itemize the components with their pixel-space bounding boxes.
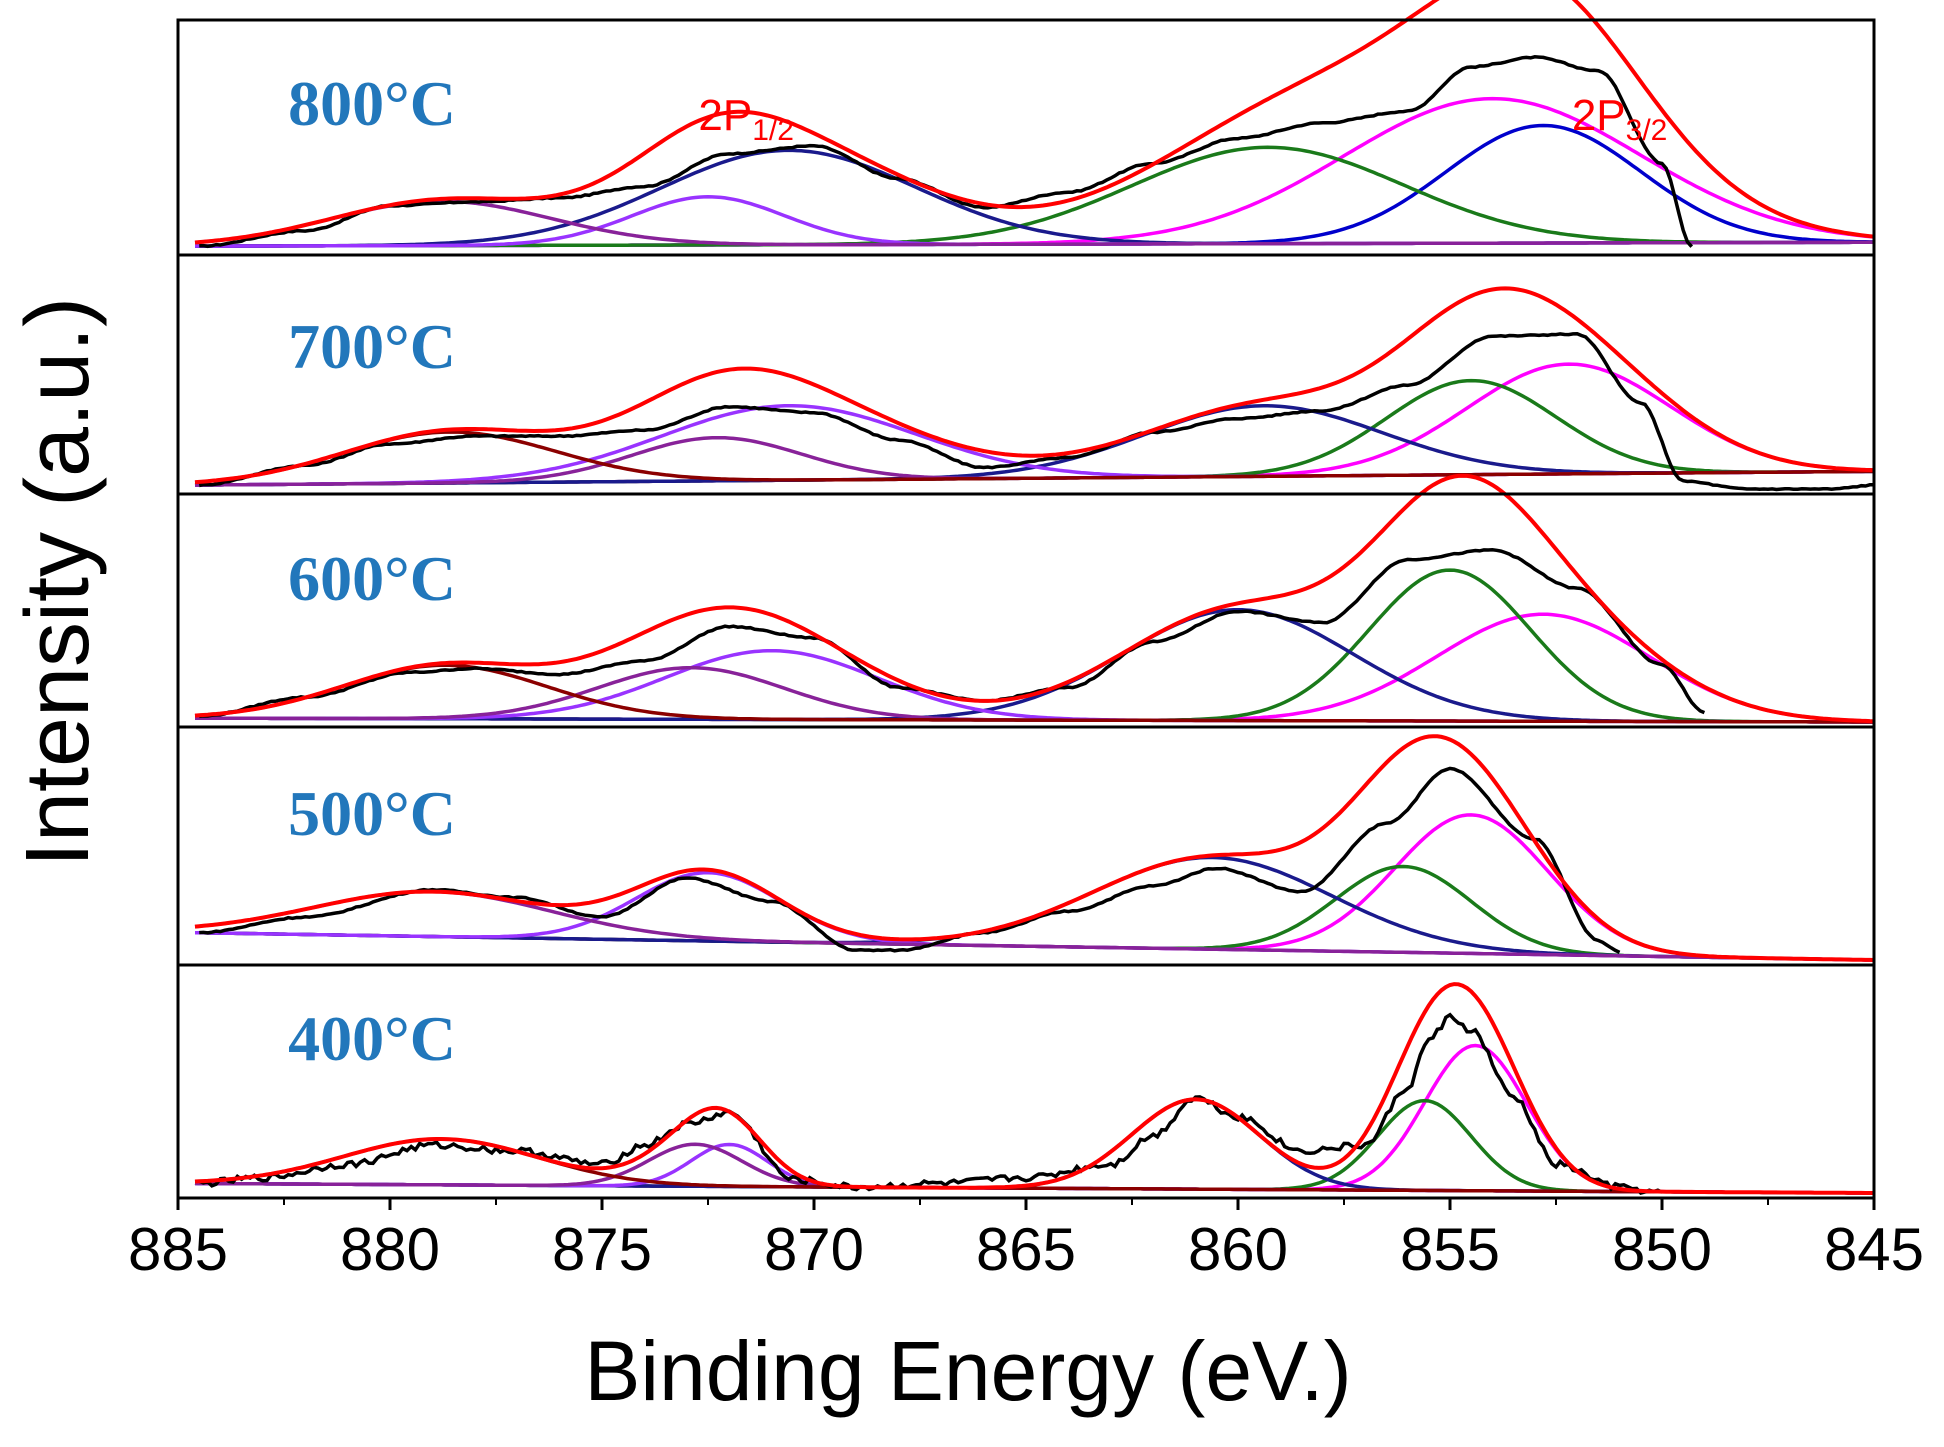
panel-4 bbox=[194, 982, 1874, 1195]
fit-envelope-2 bbox=[194, 473, 1875, 724]
temperature-label-3: 500°C bbox=[288, 778, 456, 849]
panel-3 bbox=[194, 734, 1875, 962]
x-tick-label-1: 880 bbox=[340, 1216, 440, 1283]
x-axis-title: Binding Energy (eV.) bbox=[584, 1324, 1351, 1418]
raw-spectrum-1 bbox=[198, 332, 1874, 492]
peak-annotation-0: 2P1/2 bbox=[698, 91, 794, 147]
panels-layer bbox=[194, 0, 1875, 1195]
component-3-4 bbox=[194, 889, 1875, 962]
fit-envelope-4 bbox=[194, 982, 1874, 1195]
temperature-label-0: 800°C bbox=[288, 68, 456, 139]
x-tick-label-8: 845 bbox=[1824, 1216, 1924, 1283]
panel-2 bbox=[194, 473, 1875, 724]
x-tick-label-3: 870 bbox=[764, 1216, 864, 1283]
x-tick-label-6: 855 bbox=[1400, 1216, 1500, 1283]
temperature-label-4: 400°C bbox=[288, 1003, 456, 1074]
axes-layer: 885 880 875 870 865 860 855 850 845 bbox=[128, 18, 1924, 1283]
fit-envelope-3 bbox=[194, 734, 1875, 962]
x-tick-label-4: 865 bbox=[976, 1216, 1076, 1283]
peak-annotation-1: 2P3/2 bbox=[1572, 91, 1668, 147]
temperature-label-2: 600°C bbox=[288, 543, 456, 614]
fit-envelope-1 bbox=[194, 286, 1875, 485]
x-tick-label-7: 850 bbox=[1612, 1216, 1712, 1283]
labels-layer: 800°C 700°C 600°C 500°C 400°C 2P1/2 2P3/2 bbox=[288, 68, 1667, 1074]
temperature-label-1: 700°C bbox=[288, 311, 456, 382]
x-tick-label-2: 875 bbox=[552, 1216, 652, 1283]
x-tick-label-5: 860 bbox=[1188, 1216, 1288, 1283]
y-axis-title: Intensity (a.u.) bbox=[8, 297, 108, 867]
panel-1 bbox=[194, 286, 1875, 492]
raw-spectrum-4 bbox=[198, 1012, 1663, 1195]
x-tick-label-0: 885 bbox=[128, 1216, 228, 1283]
component-1-5 bbox=[194, 430, 1874, 484]
